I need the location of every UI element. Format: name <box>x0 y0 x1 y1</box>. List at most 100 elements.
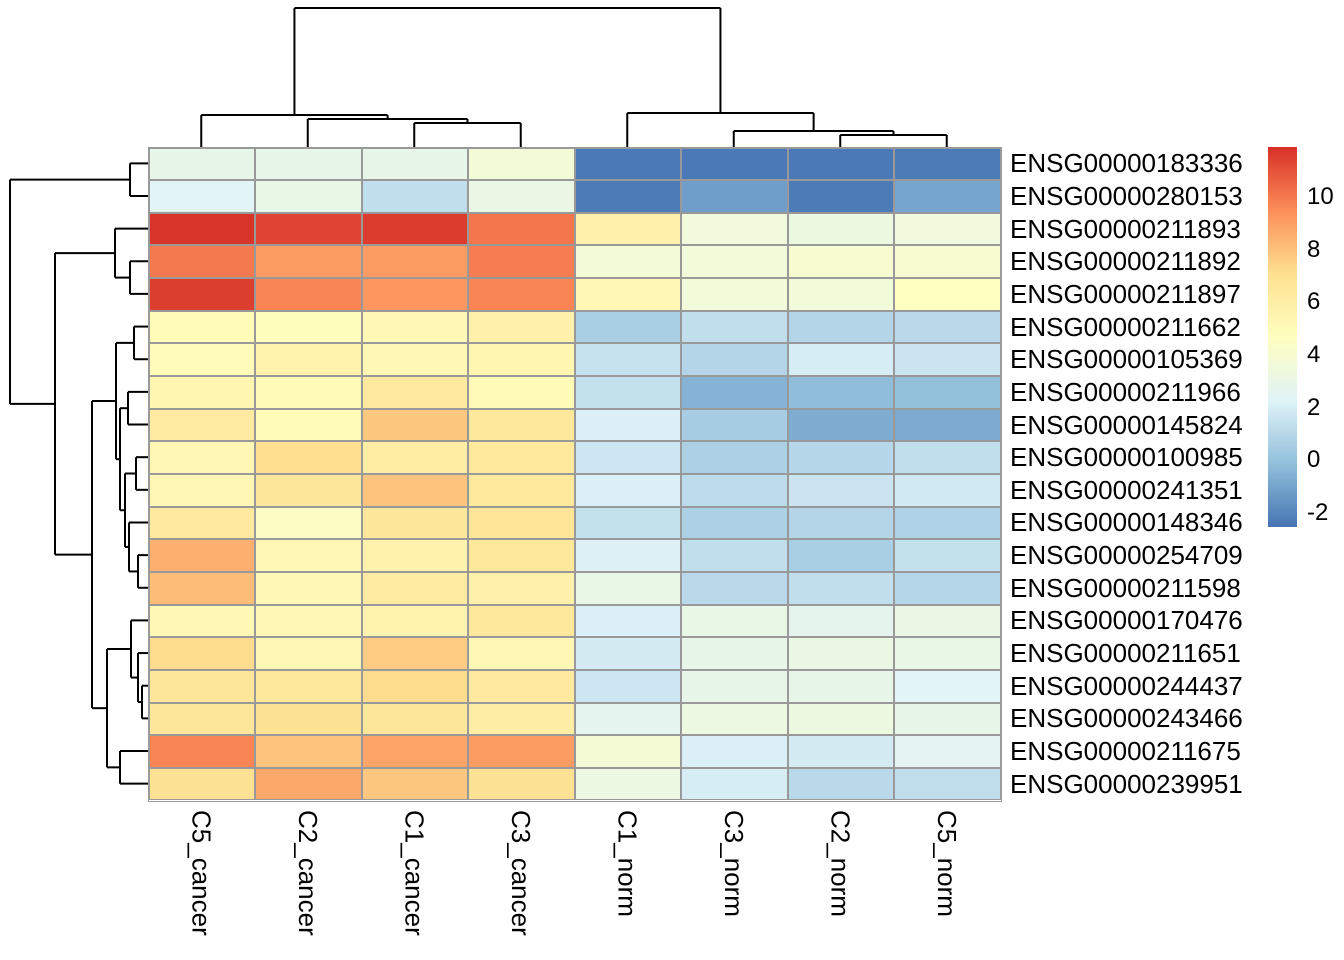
heatmap-cell <box>681 278 788 311</box>
heatmap-cell <box>574 212 681 246</box>
heatmap-cell <box>894 278 1001 311</box>
heatmap-cell <box>468 571 575 605</box>
heatmap-cell <box>361 474 468 507</box>
heatmap-cell <box>681 669 788 703</box>
heatmap-cell <box>468 147 575 181</box>
heatmap-cell <box>787 408 894 442</box>
heatmap-cell <box>787 735 894 768</box>
heatmap-cell <box>148 506 255 540</box>
heatmap-cell <box>574 441 681 474</box>
colorbar-tick-label: 10 <box>1307 183 1334 211</box>
heatmap-cell <box>681 147 788 181</box>
heatmap-cell <box>574 767 681 801</box>
row-label: ENSG00000254709 <box>1010 540 1243 571</box>
heatmap-cell <box>468 212 575 246</box>
heatmap-cell <box>681 702 788 736</box>
heatmap-cell <box>468 408 575 442</box>
heatmap-cell <box>574 376 681 409</box>
heatmap-cell <box>361 702 468 736</box>
heatmap-cell <box>894 408 1001 442</box>
heatmap-cell <box>255 702 362 736</box>
heatmap-cell <box>148 474 255 507</box>
heatmap-cell <box>255 767 362 801</box>
heatmap-cell <box>255 343 362 377</box>
heatmap-cell <box>468 539 575 572</box>
heatmap-cell <box>787 441 894 474</box>
heatmap-cell <box>681 571 788 605</box>
heatmap-cell <box>361 539 468 572</box>
column-label: C2_norm <box>825 810 856 917</box>
heatmap-cell <box>681 376 788 409</box>
heatmap-cell <box>468 604 575 638</box>
heatmap-cell <box>681 767 788 801</box>
heatmap-cell <box>787 212 894 246</box>
heatmap-cell <box>787 376 894 409</box>
column-label: C5_cancer <box>186 810 217 936</box>
row-label: ENSG00000211662 <box>1010 311 1241 342</box>
heatmap-cell <box>681 474 788 507</box>
heatmap-cell <box>255 669 362 703</box>
heatmap-cell <box>361 310 468 344</box>
heatmap-cell <box>681 506 788 540</box>
heatmap-cell <box>468 180 575 213</box>
column-label: C3_cancer <box>505 810 536 936</box>
heatmap-cell <box>574 408 681 442</box>
row-label: ENSG00000241351 <box>1010 474 1243 505</box>
heatmap-cell <box>787 180 894 213</box>
heatmap-cell <box>468 474 575 507</box>
heatmap-cell <box>361 245 468 279</box>
colorbar-tick-label: -2 <box>1307 499 1329 527</box>
heatmap-cell <box>468 506 575 540</box>
heatmap-cell <box>468 669 575 703</box>
heatmap-cell <box>894 735 1001 768</box>
heatmap-cell <box>255 376 362 409</box>
heatmap-cell <box>361 604 468 638</box>
column-label: C3_norm <box>718 810 749 917</box>
colorbar-tick-label: 8 <box>1307 235 1321 263</box>
heatmap-cell <box>574 735 681 768</box>
heatmap-cell <box>148 441 255 474</box>
heatmap-cell <box>361 376 468 409</box>
heatmap-cell <box>681 735 788 768</box>
heatmap-cell <box>894 147 1001 181</box>
heatmap-cell <box>894 343 1001 377</box>
heatmap-cell <box>255 441 362 474</box>
heatmap-cell <box>894 702 1001 736</box>
row-label: ENSG00000183336 <box>1010 148 1243 179</box>
heatmap-cell <box>681 245 788 279</box>
heatmap-cell <box>787 571 894 605</box>
row-label: ENSG00000105369 <box>1010 344 1243 375</box>
heatmap-cell <box>894 571 1001 605</box>
heatmap-cell <box>894 212 1001 246</box>
heatmap-cell <box>681 539 788 572</box>
heatmap-cell <box>468 278 575 311</box>
heatmap-cell <box>894 310 1001 344</box>
heatmap-cell <box>468 343 575 377</box>
heatmap-cell <box>787 310 894 344</box>
heatmap-cell <box>574 506 681 540</box>
heatmap-cell <box>574 474 681 507</box>
heatmap <box>148 147 1002 802</box>
heatmap-cell <box>787 474 894 507</box>
heatmap-cell <box>148 376 255 409</box>
heatmap-cell <box>574 702 681 736</box>
heatmap-cell <box>574 571 681 605</box>
heatmap-cell <box>148 212 255 246</box>
heatmap-cell <box>361 735 468 768</box>
heatmap-cell <box>361 506 468 540</box>
heatmap-cell <box>574 147 681 181</box>
heatmap-cell <box>148 245 255 279</box>
heatmap-cell <box>255 408 362 442</box>
heatmap-cell <box>148 147 255 181</box>
heatmap-cell <box>255 278 362 311</box>
heatmap-cell <box>787 702 894 736</box>
heatmap-cell <box>148 343 255 377</box>
heatmap-cell <box>894 669 1001 703</box>
heatmap-cell <box>787 245 894 279</box>
colorbar <box>1268 147 1297 527</box>
heatmap-cell <box>681 408 788 442</box>
column-label: C1_norm <box>612 810 643 917</box>
heatmap-cell <box>148 539 255 572</box>
